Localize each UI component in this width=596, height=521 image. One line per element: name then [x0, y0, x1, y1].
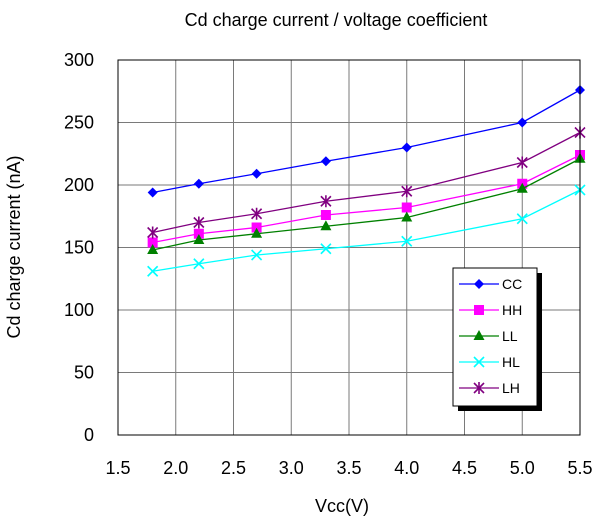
y-axis-label: Cd charge current (nA) [4, 155, 24, 338]
square-marker [193, 228, 204, 239]
square-marker [320, 210, 331, 220]
x-tick-label: 4.0 [394, 458, 419, 478]
legend-label: LL [502, 328, 518, 344]
y-tick-label: 300 [64, 50, 94, 70]
triangle-marker [473, 330, 485, 340]
diamond-marker [474, 279, 484, 289]
star-marker [320, 195, 332, 208]
triangle-marker [147, 244, 159, 254]
series-line-cc [152, 89, 581, 194]
diamond-marker [320, 156, 331, 167]
diamond-marker [193, 178, 204, 189]
star-marker [473, 382, 485, 394]
x-marker [147, 265, 159, 277]
x-tick-label: 2.0 [163, 458, 188, 478]
x-marker [401, 235, 413, 247]
x-marker [193, 258, 205, 270]
square-marker [251, 222, 262, 233]
x-marker [251, 249, 263, 261]
x-marker [473, 356, 485, 368]
star-marker [193, 216, 205, 229]
triangle-marker [320, 220, 332, 231]
x-tick-label: 3.0 [279, 458, 304, 478]
series-line-hl [152, 189, 581, 272]
star-marker [516, 156, 528, 169]
square-marker [147, 237, 158, 248]
star-marker [401, 185, 413, 198]
series-line-lh [152, 131, 581, 234]
star-marker [147, 226, 159, 239]
y-tick-label: 200 [64, 175, 94, 195]
triangle-marker [251, 227, 263, 238]
diamond-marker [251, 168, 262, 179]
legend-label: HH [502, 302, 522, 318]
x-marker [516, 213, 528, 225]
y-tick-label: 250 [64, 113, 94, 133]
y-tick-label: 50 [74, 363, 94, 383]
legend-box [452, 267, 538, 407]
x-marker [320, 243, 332, 255]
legend-label: CC [502, 276, 522, 292]
grid-lines [117, 59, 581, 436]
y-tick-label: 100 [64, 300, 94, 320]
x-tick-label: 4.5 [452, 458, 477, 478]
x-axis-label: Vcc(V) [315, 496, 369, 516]
x-tick-label: 2.5 [221, 458, 246, 478]
series-line-ll [152, 158, 581, 251]
legend-label: HL [502, 354, 520, 370]
x-tick-label: 1.5 [105, 458, 130, 478]
triangle-marker [401, 211, 413, 222]
diamond-marker [147, 187, 158, 198]
plot-area [117, 59, 581, 436]
square-marker [474, 305, 484, 315]
triangle-marker [516, 182, 528, 193]
chart-title: Cd charge current / voltage coefficient [185, 10, 488, 30]
diamond-marker [517, 117, 528, 128]
legend: CC HH LL HL LH [452, 267, 542, 411]
star-marker [251, 207, 263, 220]
legend-label: LH [502, 380, 520, 396]
x-tick-label: 3.5 [336, 458, 361, 478]
series-line-hh [152, 154, 581, 244]
x-tick-label: 5.5 [567, 458, 592, 478]
triangle-marker [193, 234, 205, 244]
y-tick-label: 0 [84, 425, 94, 445]
square-marker [401, 202, 412, 213]
x-tick-label: 5.0 [510, 458, 535, 478]
y-tick-label: 150 [64, 238, 94, 258]
tick-labels: 1.5 2.0 2.5 3.0 3.5 4.0 4.5 5.0 5.5 0 50 100 150 200 2… [64, 50, 593, 478]
diamond-marker [401, 142, 412, 153]
